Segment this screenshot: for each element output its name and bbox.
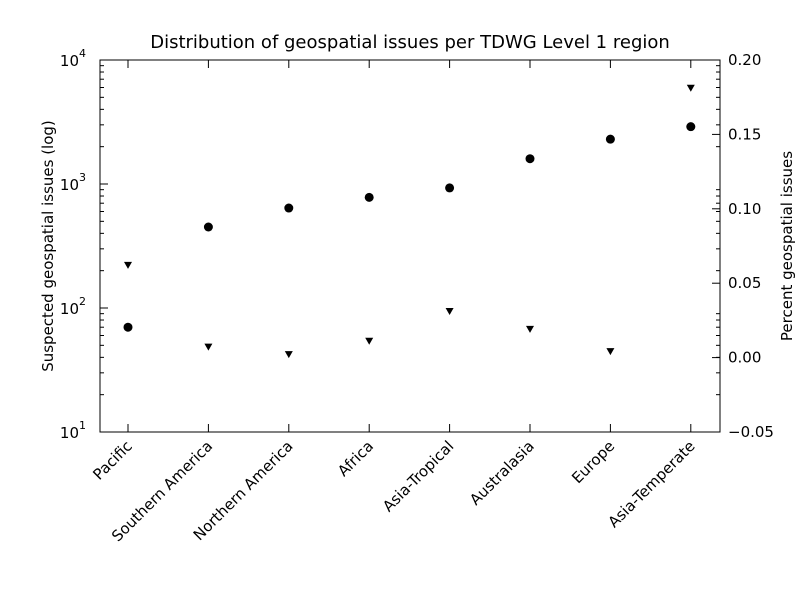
circle-point <box>686 122 696 132</box>
right-axis: −0.05 0.00 0.05 0.10 0.15 0.20 <box>712 51 774 441</box>
plot-frame <box>99 59 721 433</box>
triangle-point <box>686 84 695 92</box>
x-tick-label: Asia-Temperate <box>604 437 698 531</box>
x-tick-label: Asia-Tropical <box>379 437 457 515</box>
circle-point <box>445 183 455 193</box>
circle-point <box>605 134 615 144</box>
series-triangles <box>124 84 695 359</box>
right-tick-label: 0.20 <box>728 51 761 69</box>
circle-point <box>364 192 374 202</box>
left-axis: 101 102 103 104 <box>60 47 720 442</box>
right-tick-label: −0.05 <box>728 423 774 441</box>
x-tick-label: Pacific <box>89 437 135 483</box>
triangle-point <box>526 325 534 333</box>
left-tick-label: 102 <box>60 295 86 318</box>
right-tick-label: 0.00 <box>728 349 761 367</box>
left-tick-label: 103 <box>60 171 86 194</box>
triangle-point <box>204 343 213 351</box>
circle-point <box>203 222 213 232</box>
x-tick-label: Africa <box>334 437 377 480</box>
left-tick-label: 101 <box>60 419 86 442</box>
triangle-point <box>445 307 454 315</box>
right-axis-title: Percent geospatial issues <box>778 151 796 341</box>
left-axis-title: Suspected geospatial issues (log) <box>39 120 57 372</box>
triangle-point <box>606 348 615 356</box>
chart-title: Distribution of geospatial issues per TD… <box>150 32 670 53</box>
circle-point <box>123 322 133 332</box>
circle-point <box>284 203 294 213</box>
triangle-point <box>284 351 293 359</box>
right-tick-label: 0.15 <box>728 125 761 143</box>
series-circles <box>123 122 696 332</box>
right-tick-label: 0.10 <box>728 200 761 218</box>
triangle-point <box>124 261 132 269</box>
x-tick-label: Australasia <box>466 437 538 509</box>
right-tick-label: 0.05 <box>728 274 761 292</box>
circle-point <box>525 154 535 164</box>
triangle-point <box>365 337 374 345</box>
x-tick-label: Europe <box>568 437 618 487</box>
left-tick-label: 104 <box>60 47 86 70</box>
